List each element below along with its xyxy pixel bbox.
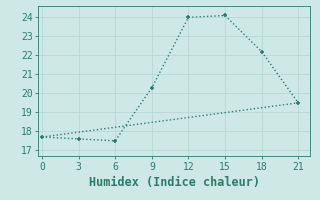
X-axis label: Humidex (Indice chaleur): Humidex (Indice chaleur) bbox=[89, 176, 260, 189]
